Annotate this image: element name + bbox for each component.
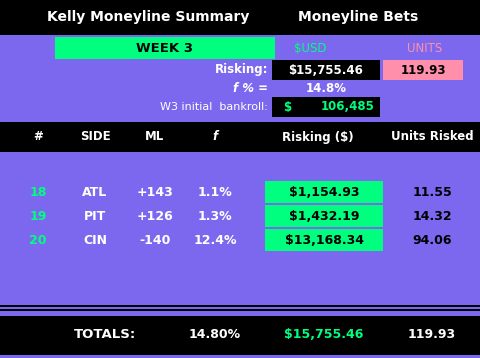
Text: $USD: $USD xyxy=(294,42,326,54)
FancyBboxPatch shape xyxy=(272,97,380,117)
Text: $13,168.34: $13,168.34 xyxy=(285,234,363,247)
Text: #: # xyxy=(33,131,43,144)
Text: ATL: ATL xyxy=(83,187,108,199)
Text: 106,485: 106,485 xyxy=(321,101,375,113)
FancyBboxPatch shape xyxy=(0,122,480,152)
Text: $: $ xyxy=(283,101,291,113)
Text: W3 initial  bankroll:: W3 initial bankroll: xyxy=(160,102,268,112)
FancyBboxPatch shape xyxy=(265,205,383,227)
Text: +143: +143 xyxy=(137,187,173,199)
FancyBboxPatch shape xyxy=(0,352,480,355)
Text: 19: 19 xyxy=(29,211,47,223)
FancyBboxPatch shape xyxy=(0,309,480,311)
Text: f % =: f % = xyxy=(233,82,268,95)
Text: Risking:: Risking: xyxy=(215,63,268,77)
FancyBboxPatch shape xyxy=(265,229,383,251)
FancyBboxPatch shape xyxy=(0,305,480,307)
Text: $15,755.46: $15,755.46 xyxy=(288,63,363,77)
Text: $15,755.46: $15,755.46 xyxy=(284,328,364,340)
FancyBboxPatch shape xyxy=(0,0,480,35)
Text: WEEK 3: WEEK 3 xyxy=(136,42,193,54)
Text: 119.93: 119.93 xyxy=(408,328,456,340)
Text: 14.80%: 14.80% xyxy=(189,328,241,340)
Text: ML: ML xyxy=(145,131,165,144)
FancyBboxPatch shape xyxy=(265,318,383,348)
Text: Moneyline Bets: Moneyline Bets xyxy=(298,10,418,24)
FancyBboxPatch shape xyxy=(383,60,463,80)
Text: Risking ($): Risking ($) xyxy=(282,131,354,144)
Text: Kelly Moneyline Summary: Kelly Moneyline Summary xyxy=(47,10,249,24)
Text: 18: 18 xyxy=(29,187,47,199)
Text: CIN: CIN xyxy=(83,234,107,247)
FancyBboxPatch shape xyxy=(272,60,380,80)
Text: 1.1%: 1.1% xyxy=(198,187,232,199)
Text: 119.93: 119.93 xyxy=(400,63,446,77)
FancyBboxPatch shape xyxy=(265,181,383,203)
Text: UNITS: UNITS xyxy=(408,42,443,54)
Text: 12.4%: 12.4% xyxy=(193,234,237,247)
Text: SIDE: SIDE xyxy=(80,131,110,144)
Text: 11.55: 11.55 xyxy=(412,187,452,199)
Text: $1,432.19: $1,432.19 xyxy=(289,211,359,223)
Text: 20: 20 xyxy=(29,234,47,247)
Text: $1,154.93: $1,154.93 xyxy=(289,187,359,199)
Text: -140: -140 xyxy=(139,234,171,247)
Text: TOTALS:: TOTALS: xyxy=(74,328,136,340)
Text: 14.8%: 14.8% xyxy=(305,82,347,95)
Text: Units Risked: Units Risked xyxy=(391,131,473,144)
FancyBboxPatch shape xyxy=(0,316,480,352)
Text: +126: +126 xyxy=(137,211,173,223)
Text: 94.06: 94.06 xyxy=(412,234,452,247)
Text: 1.3%: 1.3% xyxy=(198,211,232,223)
FancyBboxPatch shape xyxy=(55,37,275,59)
Text: f: f xyxy=(213,131,217,144)
Text: PIT: PIT xyxy=(84,211,106,223)
Text: 14.32: 14.32 xyxy=(412,211,452,223)
